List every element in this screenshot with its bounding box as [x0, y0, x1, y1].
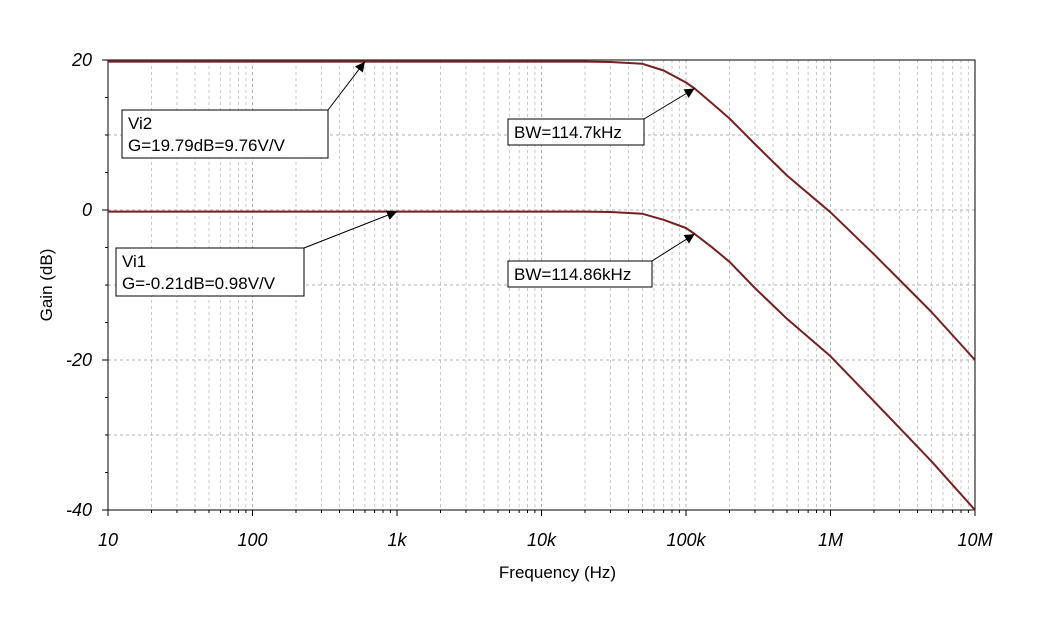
x-tick-label: 10M: [957, 530, 992, 550]
annotations-layer: Vi2 G=19.79dB=9.76V/V BW=114.7kHz Vi1 G=-0.2…: [115, 61, 695, 297]
annotation-box: [507, 118, 645, 146]
x-tick-label: 1k: [387, 530, 407, 550]
annotation-label: Vi1: [122, 252, 146, 271]
x-axis-title: Frequency (Hz): [499, 563, 616, 582]
series-layer: [108, 60, 976, 511]
annotation-arrow: [643, 88, 695, 120]
y-tick-label: 0: [82, 200, 92, 220]
annotation-label: Vi2: [128, 114, 152, 133]
x-tick-label: 1M: [818, 530, 843, 550]
y-tick-label: -40: [66, 500, 92, 520]
y-tick-label: -20: [66, 350, 92, 370]
annotation-arrow: [303, 210, 398, 249]
annotation-box: [121, 109, 329, 159]
annotation-arrow: [327, 61, 366, 111]
annotation-box: [115, 247, 305, 297]
annotation-label: BW=114.86kHz: [514, 265, 631, 284]
annotation-label: G=19.79dB=9.76V/V: [128, 136, 286, 155]
series-line-1: [108, 60, 976, 361]
annotation-arrow: [651, 233, 695, 262]
x-tick-label: 100k: [666, 530, 706, 550]
series-line-2: [108, 210, 976, 511]
annotation-label: G=-0.21dB=0.98V/V: [122, 274, 276, 293]
x-tick-label: 10: [98, 530, 118, 550]
y-tick-label: 20: [71, 50, 92, 70]
annotation-box: [507, 260, 653, 288]
x-tick-label: 100: [237, 530, 267, 550]
x-tick-label: 10k: [527, 530, 557, 550]
annotation-label: BW=114.7kHz: [514, 123, 622, 142]
y-axis-title: Gain (dB): [37, 249, 56, 322]
axis-ticks: 10 100 1k 10k 100k 1M 10M 20 0 -20 -40: [66, 50, 993, 550]
